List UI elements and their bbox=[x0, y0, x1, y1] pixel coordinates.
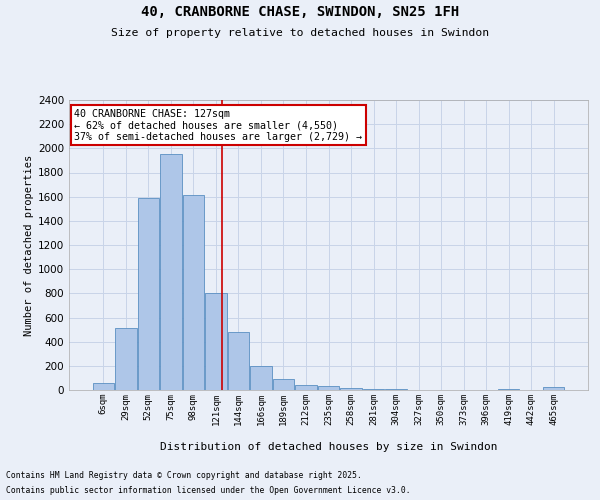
Bar bbox=[295, 384, 317, 390]
Text: 40 CRANBORNE CHASE: 127sqm
← 62% of detached houses are smaller (4,550)
37% of s: 40 CRANBORNE CHASE: 127sqm ← 62% of deta… bbox=[74, 108, 362, 142]
Text: Contains public sector information licensed under the Open Government Licence v3: Contains public sector information licen… bbox=[6, 486, 410, 495]
Bar bbox=[182, 196, 204, 390]
Bar bbox=[205, 294, 227, 390]
Bar bbox=[115, 328, 137, 390]
Text: 40, CRANBORNE CHASE, SWINDON, SN25 1FH: 40, CRANBORNE CHASE, SWINDON, SN25 1FH bbox=[141, 5, 459, 19]
Text: Distribution of detached houses by size in Swindon: Distribution of detached houses by size … bbox=[160, 442, 497, 452]
Bar bbox=[137, 198, 159, 390]
Bar bbox=[160, 154, 182, 390]
Text: Contains HM Land Registry data © Crown copyright and database right 2025.: Contains HM Land Registry data © Crown c… bbox=[6, 471, 362, 480]
Bar bbox=[543, 387, 565, 390]
Bar bbox=[318, 386, 339, 390]
Bar bbox=[250, 366, 272, 390]
Bar bbox=[228, 332, 249, 390]
Bar bbox=[363, 389, 384, 390]
Bar bbox=[273, 378, 294, 390]
Bar bbox=[92, 384, 114, 390]
Bar bbox=[385, 389, 407, 390]
Text: Size of property relative to detached houses in Swindon: Size of property relative to detached ho… bbox=[111, 28, 489, 38]
Y-axis label: Number of detached properties: Number of detached properties bbox=[24, 154, 34, 336]
Bar bbox=[340, 388, 362, 390]
